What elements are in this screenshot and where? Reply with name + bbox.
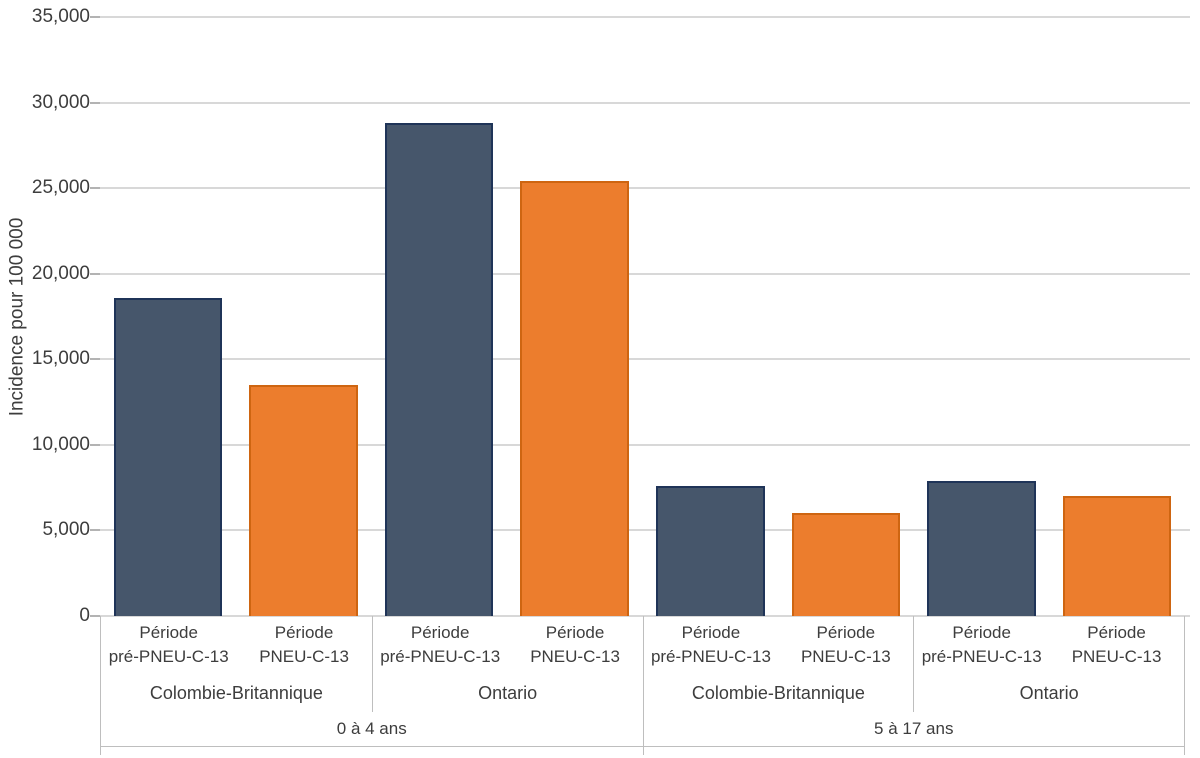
y-tick-mark [90, 16, 100, 18]
age-group-label-5-17: 5 à 17 ans [642, 712, 1185, 746]
period-label-line2: PNEU-C-13 [530, 647, 620, 666]
province-label: Colombie-Britannique [691, 682, 865, 703]
y-tick-label: 5,000 [42, 519, 90, 541]
province-label: Ontario [1019, 682, 1079, 703]
bar-slot [778, 17, 914, 616]
x-category-label: Période pré-PNEU-C-13 [373, 621, 508, 674]
bar-slot [507, 17, 643, 616]
gridline [100, 187, 1190, 190]
plot-area [90, 16, 1190, 617]
bar-cb-0-4-post [249, 384, 358, 616]
y-tick-mark [90, 101, 100, 104]
bar-on-0-4-pre [384, 123, 494, 616]
period-label-line2: PNEU-C-13 [259, 647, 349, 666]
period-label-line2: pré-PNEU-C-13 [108, 647, 229, 666]
period-label-line1: Période [681, 623, 741, 642]
gridline [100, 615, 1190, 617]
y-tick-label: 30,000 [31, 91, 90, 113]
period-label-line1: Période [274, 623, 334, 642]
y-tick-label: 10,000 [31, 433, 90, 455]
period-label-line2: pré-PNEU-C-13 [650, 647, 771, 666]
period-label-line1: Période [139, 623, 198, 642]
bar-cb-0-4-pre [113, 297, 223, 616]
gridline [100, 529, 1190, 532]
x-category-label: Période PNEU-C-13 [1049, 621, 1184, 674]
x-axis-tick [1184, 746, 1185, 755]
y-tick-mark [90, 358, 100, 361]
bar-slot [371, 17, 507, 616]
y-tick-labels: 35,000 30,000 25,000 20,000 15,000 10,000 5,00… [0, 6, 90, 626]
province-cell-cb-0-4: Période pré-PNEU-C-13 Période PNEU-C-13 … [101, 616, 372, 712]
province-label: Ontario [478, 682, 538, 703]
y-tick-label: 35,000 [31, 6, 90, 27]
period-label-line1: Période [545, 623, 605, 642]
age-group-label-0-4: 0 à 4 ans [336, 719, 407, 738]
province-label: Colombie-Britannique [149, 682, 323, 703]
period-label-line2: PNEU-C-13 [800, 647, 891, 666]
x-category-label: Période PNEU-C-13 [236, 621, 371, 674]
gridline [100, 443, 1190, 446]
period-label-line2: PNEU-C-13 [1071, 647, 1162, 666]
gridline [100, 16, 1190, 18]
x-axis-category-row: Période pré-PNEU-C-13 Période PNEU-C-13 … [101, 616, 1184, 712]
y-tick-label: 0 [79, 605, 90, 626]
x-axis-tick [642, 746, 644, 755]
period-label-line2: pré-PNEU-C-13 [921, 647, 1042, 666]
gridline [100, 101, 1190, 104]
bars-row [100, 17, 1185, 616]
period-label-line1: Période [816, 623, 876, 642]
x-category-label: Période pré-PNEU-C-13 [914, 621, 1049, 674]
x-category-label: Période pré-PNEU-C-13 [644, 621, 779, 674]
y-tick-mark [90, 443, 100, 446]
bar-cb-5-17-pre [656, 485, 765, 616]
bar-slot [1049, 17, 1185, 616]
province-cell-on-5-17: Période pré-PNEU-C-13 Période PNEU-C-13 … [913, 616, 1184, 712]
period-label-line1: Période [952, 623, 1011, 642]
period-label-line2: pré-PNEU-C-13 [380, 647, 501, 666]
bar-slot [914, 17, 1050, 616]
y-tick-mark [90, 187, 100, 190]
y-tick-label: 25,000 [31, 177, 90, 199]
bar-slot [100, 17, 236, 616]
x-category-label: Période pré-PNEU-C-13 [101, 621, 236, 674]
x-axis-area: Période pré-PNEU-C-13 Période PNEU-C-13 … [100, 616, 1185, 755]
y-tick-mark [90, 615, 100, 617]
period-label-line1: Période [1087, 623, 1146, 642]
x-category-label: Période PNEU-C-13 [508, 621, 643, 674]
bar-slot [236, 17, 372, 616]
x-axis-tick [100, 746, 101, 755]
bar-cb-5-17-post [791, 513, 901, 616]
y-tick-label: 20,000 [31, 262, 90, 284]
bar-on-5-17-pre [927, 480, 1036, 616]
y-tick-mark [90, 529, 100, 532]
bar-slot [643, 17, 779, 616]
y-tick-label: 15,000 [31, 348, 90, 370]
gridline [100, 272, 1190, 275]
province-cell-on-0-4: Période pré-PNEU-C-13 Période PNEU-C-13 … [371, 616, 643, 712]
gridline [100, 358, 1190, 361]
province-cell-cb-5-17: Période pré-PNEU-C-13 Période PNEU-C-13 … [642, 616, 914, 712]
y-tick-mark [90, 272, 100, 275]
period-label-line1: Période [410, 623, 470, 642]
bar-on-5-17-post [1062, 496, 1172, 616]
x-category-label: Période PNEU-C-13 [778, 621, 913, 674]
age-group-row: 0 à 4 ans 5 à 17 ans [101, 712, 1184, 746]
bar-on-0-4-post [520, 181, 629, 616]
